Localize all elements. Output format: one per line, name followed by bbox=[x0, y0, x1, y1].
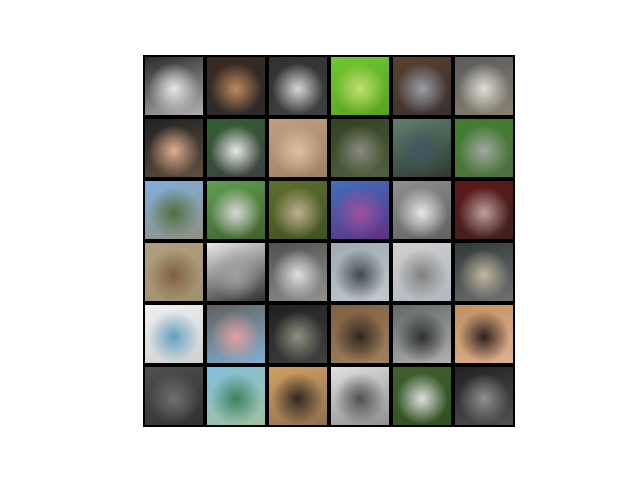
sample-image bbox=[331, 181, 389, 239]
sample-image bbox=[331, 367, 389, 425]
sample-image bbox=[393, 305, 451, 363]
sample-image bbox=[455, 305, 513, 363]
sample-image bbox=[207, 243, 265, 301]
sample-image bbox=[207, 181, 265, 239]
sample-image bbox=[455, 181, 513, 239]
sample-image bbox=[393, 119, 451, 177]
sample-image bbox=[207, 367, 265, 425]
sample-image bbox=[331, 243, 389, 301]
sample-image bbox=[269, 181, 327, 239]
image-grid bbox=[143, 55, 515, 427]
sample-image bbox=[393, 181, 451, 239]
sample-image bbox=[393, 367, 451, 425]
sample-image bbox=[145, 243, 203, 301]
sample-image bbox=[207, 119, 265, 177]
sample-image bbox=[207, 305, 265, 363]
sample-image bbox=[331, 119, 389, 177]
sample-image bbox=[269, 57, 327, 115]
sample-image bbox=[145, 57, 203, 115]
sample-image bbox=[455, 57, 513, 115]
sample-image bbox=[145, 119, 203, 177]
sample-image bbox=[331, 305, 389, 363]
sample-image bbox=[145, 367, 203, 425]
sample-image bbox=[145, 305, 203, 363]
sample-image bbox=[207, 57, 265, 115]
sample-image bbox=[455, 243, 513, 301]
sample-image bbox=[331, 57, 389, 115]
sample-image bbox=[269, 119, 327, 177]
sample-image bbox=[269, 305, 327, 363]
sample-image bbox=[393, 243, 451, 301]
sample-image bbox=[393, 57, 451, 115]
sample-image bbox=[455, 119, 513, 177]
sample-image bbox=[269, 243, 327, 301]
sample-image bbox=[269, 367, 327, 425]
sample-image bbox=[145, 181, 203, 239]
sample-image bbox=[455, 367, 513, 425]
